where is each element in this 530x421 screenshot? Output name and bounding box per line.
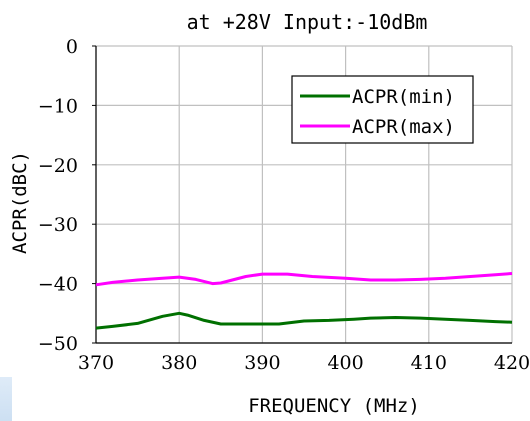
x-axis-label: FREQUENCY (MHz) <box>248 395 420 417</box>
y-tick-label: −30 <box>38 214 78 236</box>
series-line-acprmax <box>95 272 513 287</box>
y-tick-label: −10 <box>38 95 78 117</box>
x-tick-label: 420 <box>494 352 530 374</box>
y-tick-label: −20 <box>38 155 78 177</box>
chart-title: at +28V Input:-10dBm <box>187 10 428 34</box>
series-layer <box>95 272 513 330</box>
legend: ACPR(min) ACPR(max) <box>291 75 474 144</box>
y-tick-label: 0 <box>66 36 78 58</box>
y-axis-label: ACPR(dBC) <box>9 151 31 254</box>
tick-labels: 370 380 390 400 410 420 0 −10 −20 −30 −40 −50 <box>38 36 530 374</box>
legend-label: ACPR(min) <box>352 86 455 108</box>
x-tick-label: 380 <box>161 352 197 374</box>
x-tick-label: 410 <box>411 352 447 374</box>
x-tick-label: 400 <box>327 352 363 374</box>
legend-label: ACPR(max) <box>352 116 455 138</box>
x-tick-label: 390 <box>244 352 280 374</box>
x-tick-label: 370 <box>78 352 114 374</box>
series-line-acprmin <box>95 311 513 330</box>
y-tick-label: −40 <box>38 274 78 296</box>
axes <box>92 45 512 344</box>
corner-decoration <box>0 377 12 421</box>
y-tick-label: −50 <box>38 333 78 355</box>
legend-box <box>291 75 474 144</box>
